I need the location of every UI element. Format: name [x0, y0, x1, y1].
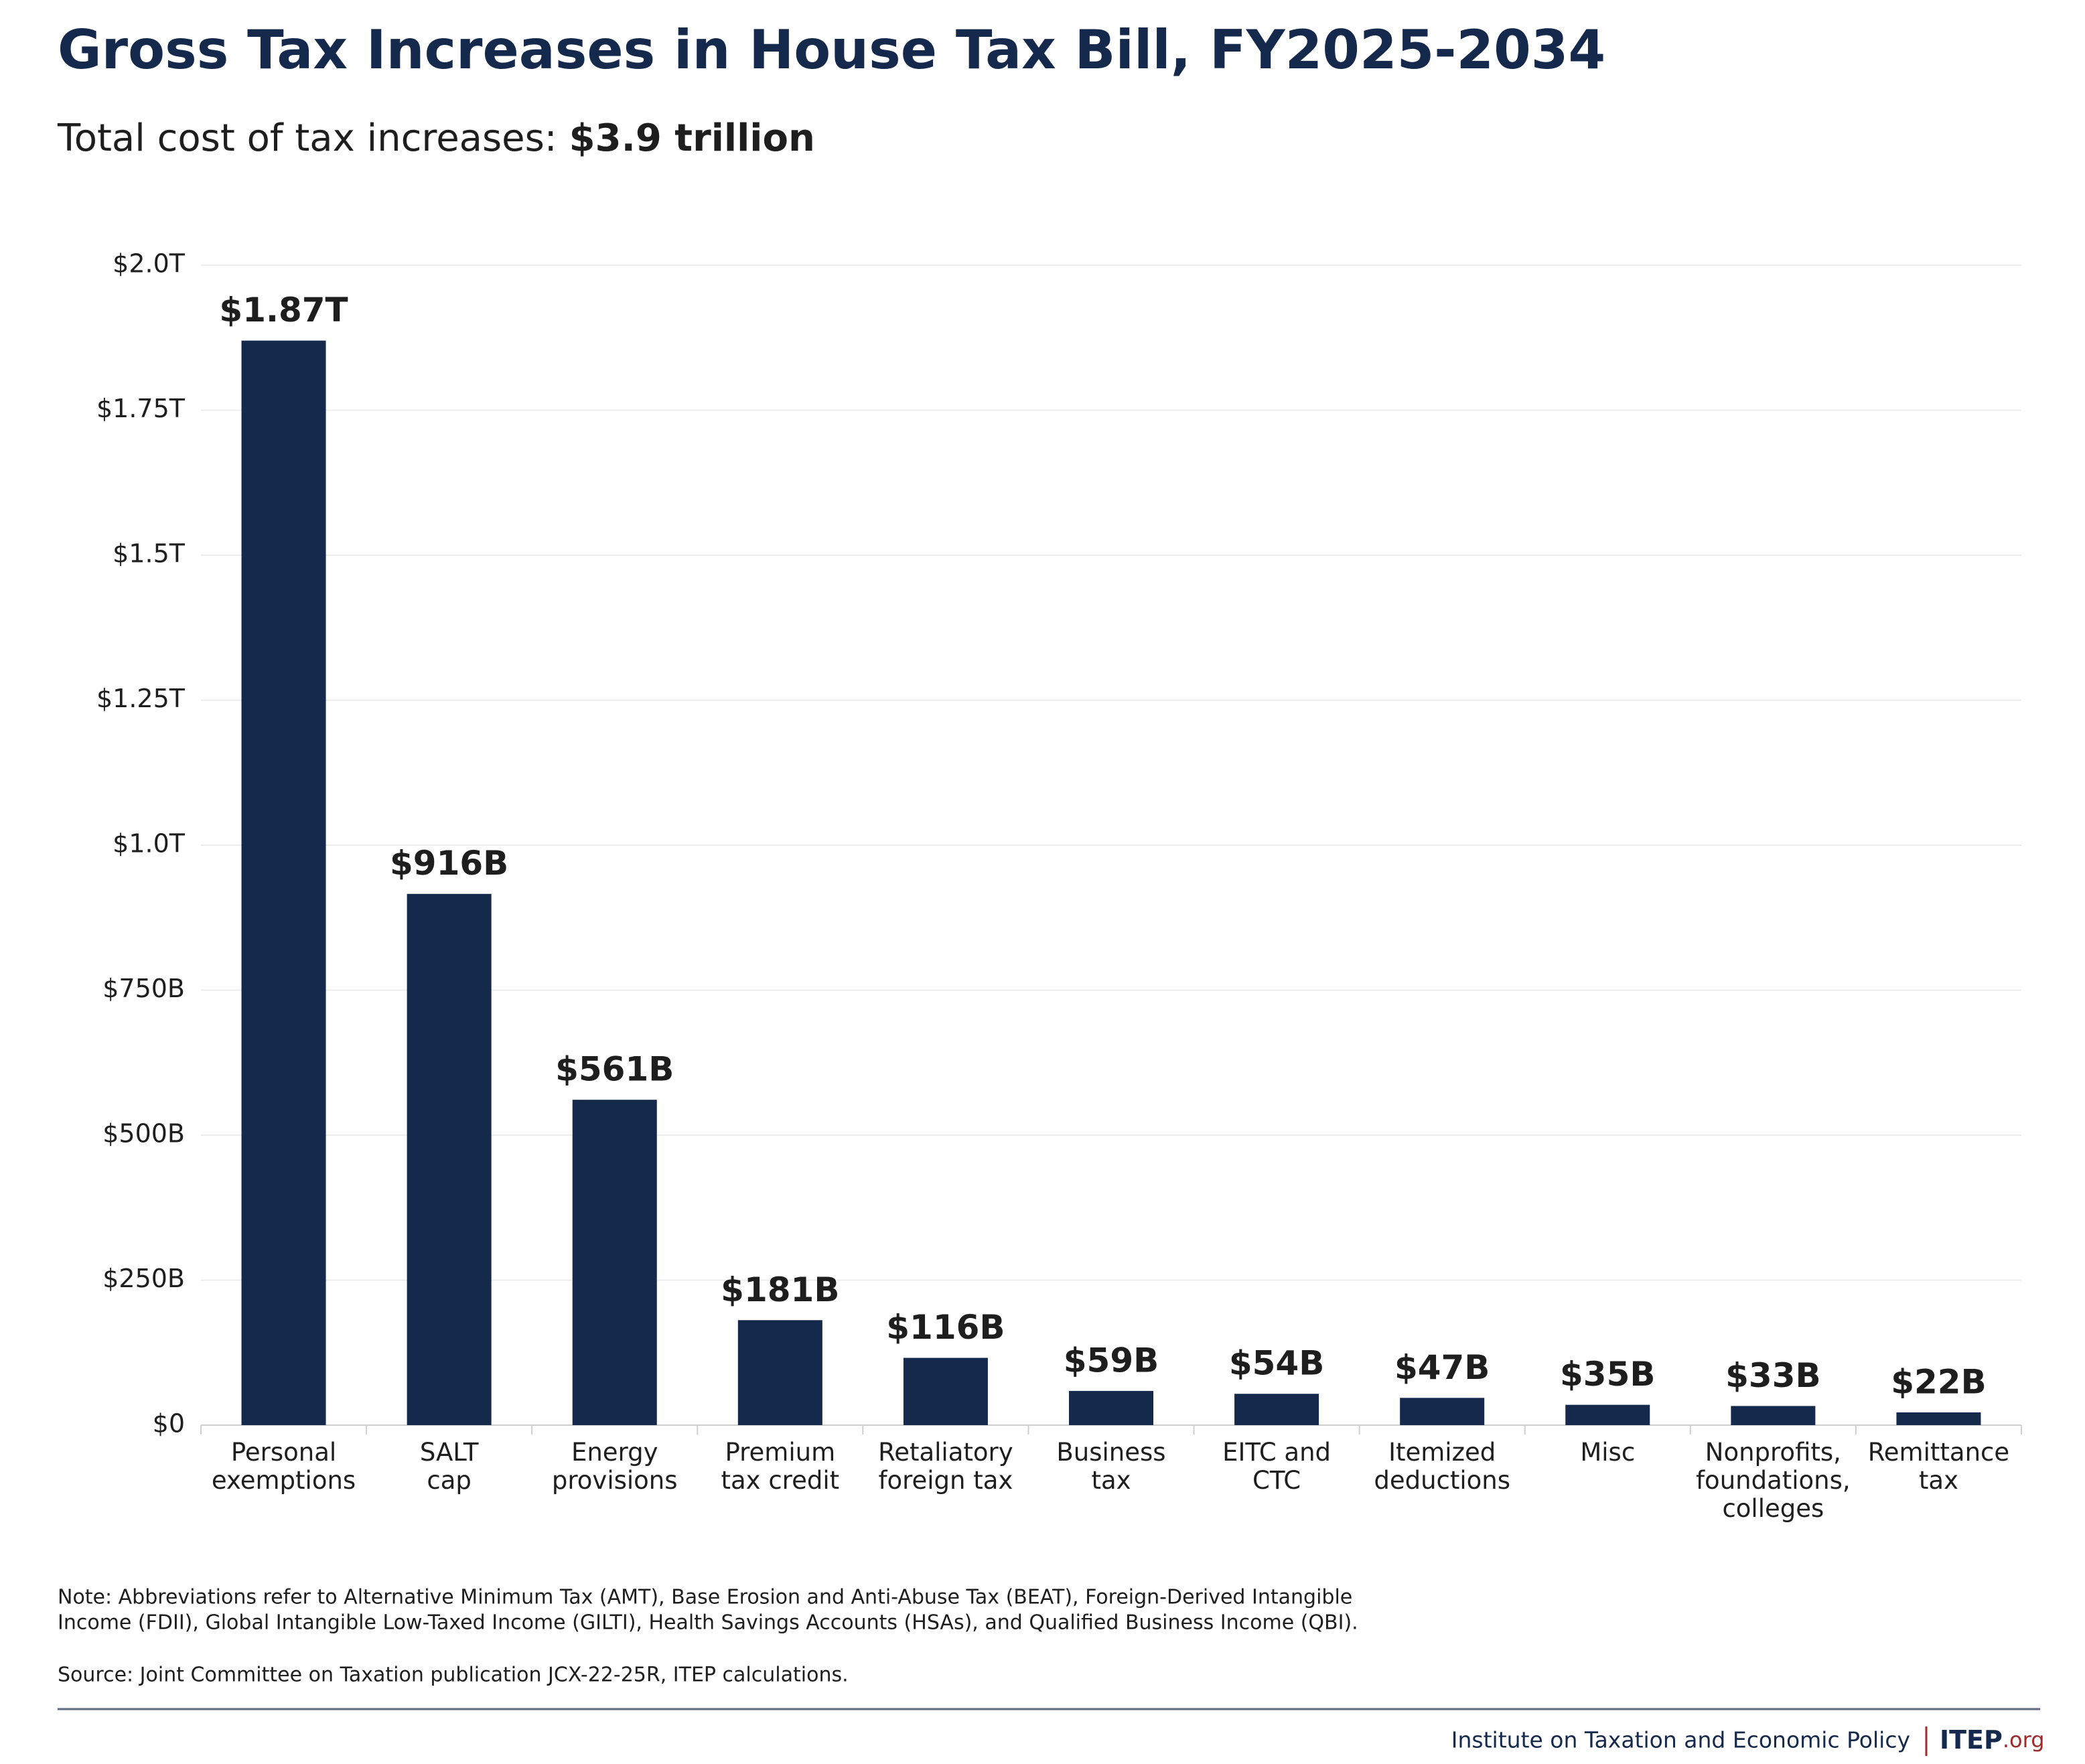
x-tick-label-line: deductions	[1374, 1466, 1510, 1495]
value-label: $116B	[886, 1308, 1005, 1347]
footer-logo: ITEP.org	[1940, 1725, 2045, 1755]
x-tick-label-line: Business	[1056, 1438, 1165, 1467]
y-tick-label: $1.25T	[96, 684, 186, 713]
value-label: $47B	[1394, 1348, 1490, 1387]
x-tick-label: Itemized deductions	[1374, 1438, 1510, 1495]
bar	[1565, 1404, 1650, 1425]
subtitle-emphasis: $3.9 trillion	[569, 117, 815, 160]
logo: ITEP	[1940, 1725, 2003, 1755]
y-tick-label: $250B	[102, 1264, 185, 1293]
bar	[407, 893, 492, 1425]
x-tick-label-line: Energy	[571, 1438, 658, 1467]
x-tick-label-line: Misc	[1580, 1438, 1635, 1467]
x-tick-label-line: tax	[1091, 1466, 1131, 1495]
value-label: $22B	[1891, 1362, 1986, 1401]
y-tick-label: $1.75T	[96, 394, 186, 423]
bar	[737, 1320, 822, 1425]
x-tick-label: Premium tax credit	[721, 1438, 840, 1495]
note-line: Income (FDII), Global Intangible Low-Tax…	[58, 1611, 1358, 1635]
x-tick-label-line: SALT	[420, 1438, 479, 1467]
logo-suffix: .org	[2003, 1727, 2045, 1753]
y-tick-label: $1.5T	[113, 539, 186, 569]
y-tick-label: $750B	[102, 974, 185, 1003]
subtitle-text: Total cost of tax increases:	[57, 117, 557, 160]
value-label: $59B	[1064, 1341, 1159, 1380]
value-label: $33B	[1725, 1356, 1820, 1395]
x-tick-label-line: Nonprofits,	[1705, 1438, 1841, 1467]
x-tick-label-line: exemptions	[212, 1466, 356, 1495]
x-tick-label: EITC and CTC	[1222, 1438, 1331, 1495]
source: Source: Joint Committee on Taxation publ…	[58, 1664, 849, 1687]
value-label: $54B	[1229, 1344, 1324, 1383]
value-label: $561B	[555, 1050, 674, 1089]
x-tick-label-line: colleges	[1722, 1494, 1824, 1523]
note-line: Note: Abbreviations refer to Alternative…	[58, 1586, 1352, 1609]
bar	[1896, 1412, 1981, 1425]
chart-subtitle: Total cost of tax increases: $3.9 trillio…	[57, 117, 815, 160]
y-tick-label: $2.0T	[113, 249, 186, 279]
bar	[1234, 1394, 1319, 1425]
x-tick-label-line: Premium	[725, 1438, 835, 1467]
x-tick-label-line: tax credit	[721, 1466, 840, 1495]
x-tick-label: SALT cap	[420, 1438, 479, 1495]
y-tick-label: $1.0T	[113, 829, 186, 859]
x-tick-label-line: CTC	[1252, 1466, 1301, 1495]
x-tick-label-line: foreign tax	[878, 1466, 1013, 1495]
x-tick-label: Personal exemptions	[212, 1438, 356, 1495]
bar	[1731, 1406, 1816, 1425]
x-tick-label: Energy provisions	[552, 1438, 678, 1495]
x-tick-label-line: cap	[427, 1466, 472, 1495]
bar	[1400, 1398, 1485, 1425]
x-tick-label: Remittance tax	[1868, 1438, 2009, 1495]
x-tick-label-line: Remittance	[1868, 1438, 2009, 1467]
x-tick-label: Nonprofits, foundations, colleges	[1696, 1438, 1851, 1523]
value-label: $35B	[1560, 1355, 1655, 1394]
bar	[572, 1100, 657, 1425]
x-tick-label-line: tax	[1919, 1466, 1958, 1495]
x-tick-label-line: Personal	[231, 1438, 336, 1467]
x-tick-label-line: Retaliatory	[878, 1438, 1013, 1467]
bar	[903, 1357, 988, 1425]
y-tick-label: $0	[153, 1409, 185, 1439]
value-label: $1.87T	[219, 291, 348, 329]
x-tick-label-line: provisions	[552, 1466, 678, 1495]
x-tick-label: Business tax	[1056, 1438, 1165, 1495]
x-tick-label-line: Itemized	[1388, 1438, 1496, 1467]
bar	[241, 340, 326, 1426]
x-tick-label: Misc	[1580, 1438, 1635, 1467]
y-tick-label: $500B	[102, 1119, 185, 1149]
x-tick-label-line: EITC and	[1222, 1438, 1331, 1467]
chart-title: Gross Tax Increases in House Tax Bill, F…	[58, 19, 1605, 81]
x-tick-label: Retaliatory foreign tax	[878, 1438, 1013, 1495]
value-label: $916B	[390, 844, 508, 883]
x-tick-label-line: foundations,	[1696, 1466, 1851, 1495]
bar	[1068, 1390, 1154, 1425]
value-label: $181B	[721, 1270, 839, 1309]
footer-organization: Institute on Taxation and Economic Polic…	[1451, 1727, 1910, 1753]
